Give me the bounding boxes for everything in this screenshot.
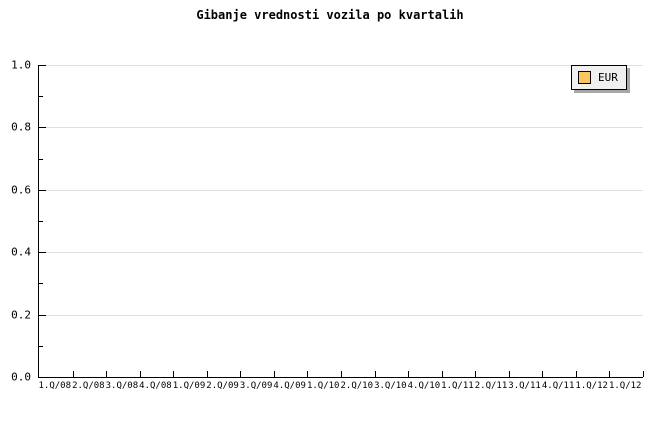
x-axis-tick-label: 4.Q/08	[139, 381, 172, 391]
y-gridline	[39, 127, 643, 129]
x-tick	[307, 371, 309, 377]
x-axis-labels: 1.Q/08 2.Q/08 3.Q/08 4.Q/08 1.Q/09 2.Q/09 3.Q/…	[38, 381, 642, 395]
chart-title: Gibanje vrednosti vozila po kvartalih	[196, 8, 464, 22]
y-gridline	[39, 65, 643, 66]
x-tick	[542, 371, 544, 377]
x-tick	[106, 371, 108, 377]
y-major-tick	[39, 65, 46, 66]
y-minor-tick	[39, 283, 43, 285]
plot-area	[38, 65, 644, 378]
y-axis-tick-label: 0.2	[11, 308, 31, 322]
x-tick	[609, 371, 611, 377]
y-axis-tick-label: 0.0	[11, 370, 31, 384]
legend-label: EUR	[598, 71, 618, 84]
y-axis-tick-label: 0.4	[11, 245, 31, 259]
x-tick	[408, 371, 410, 377]
y-minor-tick	[39, 221, 43, 222]
x-tick	[374, 371, 376, 377]
x-tick	[240, 371, 242, 377]
x-axis-tick-label: 2.Q/08	[72, 381, 105, 391]
y-minor-tick	[39, 96, 43, 98]
x-tick	[441, 371, 443, 377]
x-axis-tick-label: 4.Q/10	[407, 381, 441, 391]
y-axis-tick-label: 0.6	[11, 183, 31, 197]
y-gridline	[39, 252, 643, 254]
y-axis-tick-label: 0.8	[11, 120, 31, 134]
x-tick	[508, 371, 510, 377]
y-axis-labels: 0.0 0.2 0.4 0.6 0.8 1.0	[0, 59, 34, 384]
x-axis-tick-label: 4.Q/09	[273, 381, 306, 391]
x-axis-tick-label: 1.Q/09	[172, 381, 206, 391]
y-major-tick	[39, 189, 46, 191]
x-axis-tick-label: 2.Q/11	[474, 381, 508, 391]
y-gridline	[39, 314, 643, 316]
x-axis-tick-label: 1.Q/12	[608, 381, 642, 391]
x-axis-tick-label: 3.Q/08	[105, 381, 139, 391]
x-tick	[575, 371, 577, 377]
x-axis-tick-label: 1.Q/10	[306, 381, 340, 391]
x-axis-tick-label: 3.Q/10	[374, 381, 407, 391]
x-axis-tick-label: 2.Q/10	[340, 381, 374, 391]
legend: EUR	[571, 65, 627, 90]
x-tick	[273, 371, 275, 377]
y-major-tick	[39, 377, 46, 378]
x-axis-tick-label: 1.Q/08	[38, 381, 72, 391]
x-tick	[72, 371, 74, 377]
y-major-tick	[39, 252, 46, 254]
y-major-tick	[39, 127, 46, 129]
x-tick	[341, 371, 342, 377]
y-axis-tick-label: 1.0	[11, 58, 31, 72]
x-tick	[139, 371, 141, 377]
x-axis-tick-label: 3.Q/09	[239, 381, 273, 391]
x-tick	[643, 371, 644, 377]
x-tick	[475, 371, 477, 377]
y-minor-tick	[39, 345, 43, 347]
x-axis-tick-label: 2.Q/09	[206, 381, 239, 391]
x-axis-tick-label: 1.Q/12	[575, 381, 608, 391]
x-tick	[173, 371, 175, 377]
y-gridline	[39, 189, 643, 191]
x-axis-tick-label: 1.Q/11	[441, 381, 474, 391]
legend-swatch-icon	[578, 71, 591, 84]
x-tick	[206, 371, 208, 377]
x-axis-tick-label: 3.Q/11	[508, 381, 541, 391]
x-axis-tick-label: 4.Q/11	[541, 381, 575, 391]
y-major-tick	[39, 314, 46, 316]
y-minor-tick	[39, 158, 43, 160]
